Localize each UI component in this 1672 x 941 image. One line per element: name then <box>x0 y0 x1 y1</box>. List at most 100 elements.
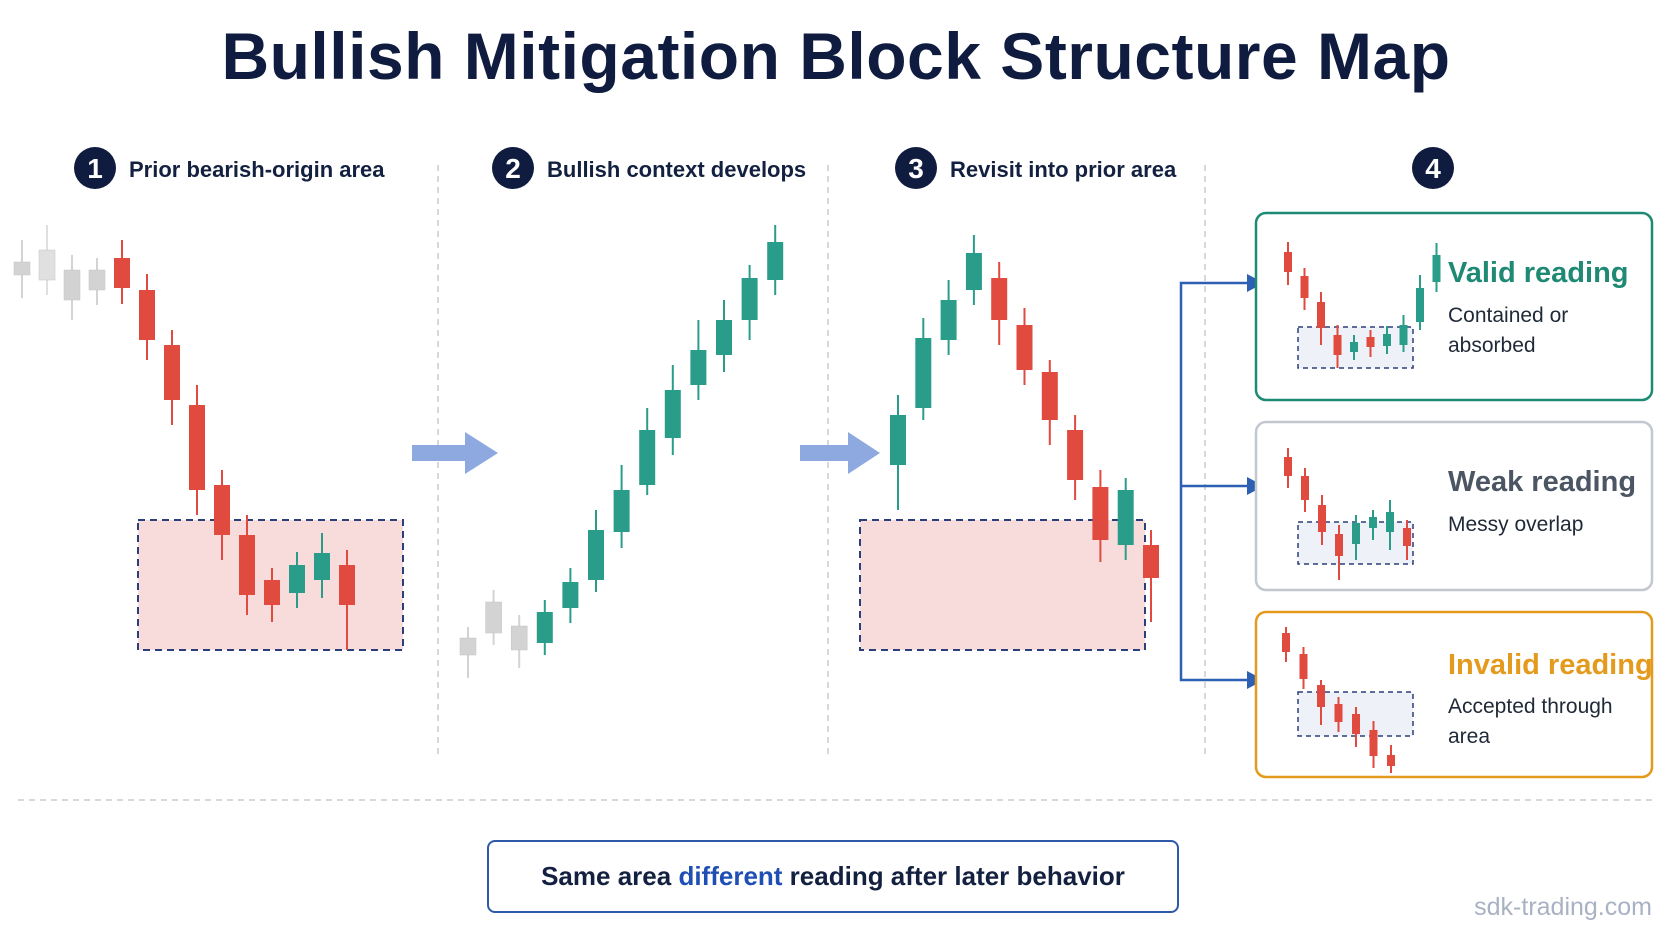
step-4-badge <box>1412 147 1454 189</box>
valid-mini-candle-body <box>1416 288 1424 322</box>
watermark: sdk-trading.com <box>1474 893 1652 921</box>
panel-2-candle-body <box>510 625 528 651</box>
weak-mini-candle-body <box>1403 528 1411 546</box>
step-2-header: 2 Bullish context develops <box>492 147 806 189</box>
summary-part-1: Same area <box>541 861 672 891</box>
valid-mini-candles <box>1284 242 1441 368</box>
summary-highlight: different <box>678 861 783 891</box>
panel-1-candle-body <box>239 535 255 595</box>
valid-desc-1: Contained or <box>1448 304 1568 327</box>
valid-mini-zone <box>1297 326 1414 369</box>
panel-1-candle-body <box>264 580 280 605</box>
panel-1-candle-body <box>139 290 155 340</box>
flow-arrow-1 <box>412 432 498 474</box>
weak-mini-candle-body <box>1301 476 1309 500</box>
step-4-number: 4 <box>1425 153 1441 184</box>
panel-1-candle-body <box>164 345 180 400</box>
invalid-desc-1: Accepted through <box>1448 695 1613 718</box>
invalid-title: Invalid reading <box>1448 649 1653 681</box>
valid-mini-candle-body <box>1432 255 1441 282</box>
step-2-label: Bullish context develops <box>547 157 806 182</box>
panel-1-candle-body <box>189 405 205 490</box>
panel-1-candle-body <box>114 258 130 288</box>
panel-2-candle-body <box>639 430 656 485</box>
invalid-mini-candle-body <box>1282 633 1290 652</box>
panel-3-candles <box>890 235 1159 622</box>
panel-1-candle-body <box>339 565 355 605</box>
valid-mini-candle-body <box>1333 335 1342 355</box>
panel-3-candle-body <box>1117 490 1134 545</box>
step-3-header: 3 Revisit into prior area <box>895 147 1177 189</box>
panel-2-candle-body <box>588 530 604 580</box>
panel-3-candle-body <box>1016 325 1033 370</box>
invalid-mini-candle-body <box>1352 714 1360 734</box>
panel-2-candle-body <box>485 601 502 634</box>
panel-3-candle-body <box>1041 372 1058 420</box>
step-1-header: 1 Prior bearish-origin area <box>74 147 385 189</box>
summary-box: Same area different reading after later … <box>487 840 1179 913</box>
flow-arrow-2 <box>800 432 880 474</box>
invalid-mini-candle-body <box>1299 654 1308 679</box>
panel-2-candle-body <box>741 278 758 320</box>
panel-2-candle-body <box>536 612 553 643</box>
invalid-mini-candle-body <box>1369 730 1378 756</box>
weak-title: Weak reading <box>1448 466 1636 498</box>
panel-2-candles <box>459 225 784 678</box>
panel-1-candle-body <box>88 269 106 291</box>
panel-3-candle-body <box>991 278 1008 320</box>
panel-3-candle-body <box>965 253 982 290</box>
panel-2-candle-body <box>613 490 630 532</box>
valid-mini-candle-body <box>1399 325 1408 345</box>
panel-1-candle-body <box>214 485 230 535</box>
weak-mini-candle-body <box>1369 517 1377 528</box>
weak-mini-candle-body <box>1318 505 1326 532</box>
invalid-mini-candle-body <box>1334 704 1343 722</box>
outcome-card-invalid: Invalid reading Accepted through area <box>1254 610 1654 779</box>
panel-1-candle-body <box>38 249 56 281</box>
step-2-badge <box>492 147 534 189</box>
panel-3-candle-body <box>940 300 957 340</box>
branch-bracket <box>1179 274 1264 689</box>
weak-mini-candle-body <box>1284 457 1292 476</box>
weak-mini-candle-body <box>1335 534 1343 556</box>
panel-1-candle-body <box>63 269 81 301</box>
invalid-desc-2: area <box>1448 725 1490 748</box>
step-3-badge <box>895 147 937 189</box>
outcome-card-valid: Valid reading Contained or absorbed <box>1254 211 1654 402</box>
invalid-mini-candle-body <box>1317 685 1325 707</box>
panel-2-candle-body <box>716 320 732 355</box>
step-1-badge <box>74 147 116 189</box>
panel-2-candle-body <box>690 350 707 385</box>
valid-title: Valid reading <box>1448 257 1629 289</box>
invalid-mini-candles <box>1282 627 1395 773</box>
valid-mini-candle-body <box>1366 337 1375 347</box>
panel-3-candle-body <box>890 415 906 465</box>
panel-2-candle-body <box>459 637 477 656</box>
valid-mini-candle-body <box>1317 302 1325 328</box>
panel-1-candle-body <box>314 553 330 580</box>
step-4-header: 4 <box>1412 147 1454 189</box>
weak-mini-candle-body <box>1352 523 1360 544</box>
step-1-label: Prior bearish-origin area <box>129 157 385 182</box>
valid-mini-candle-body <box>1300 276 1309 298</box>
panel-3-candle-body <box>1143 545 1159 578</box>
invalid-mini-candle-body <box>1387 755 1395 766</box>
mitigation-zone-panel-3 <box>859 519 1146 651</box>
step-3-number: 3 <box>908 153 924 184</box>
panel-2-candle-body <box>664 390 681 438</box>
panel-3-candle-body <box>915 338 932 408</box>
step-2-number: 2 <box>505 153 521 184</box>
panel-3-candle-body <box>1092 487 1109 540</box>
valid-mini-candle-body <box>1284 252 1292 272</box>
panel-1-candles <box>13 225 355 650</box>
panel-1-candle-body <box>13 261 31 276</box>
summary-part-2: reading after later behavior <box>789 861 1125 891</box>
weak-desc-1: Messy overlap <box>1448 513 1583 536</box>
panel-3-candle-body <box>1067 430 1084 480</box>
valid-desc-2: absorbed <box>1448 334 1536 357</box>
panel-1-candle-body <box>289 565 305 593</box>
weak-mini-candle-body <box>1386 512 1394 532</box>
valid-mini-candle-body <box>1350 342 1358 352</box>
page-title: Bullish Mitigation Block Structure Map <box>221 19 1451 93</box>
